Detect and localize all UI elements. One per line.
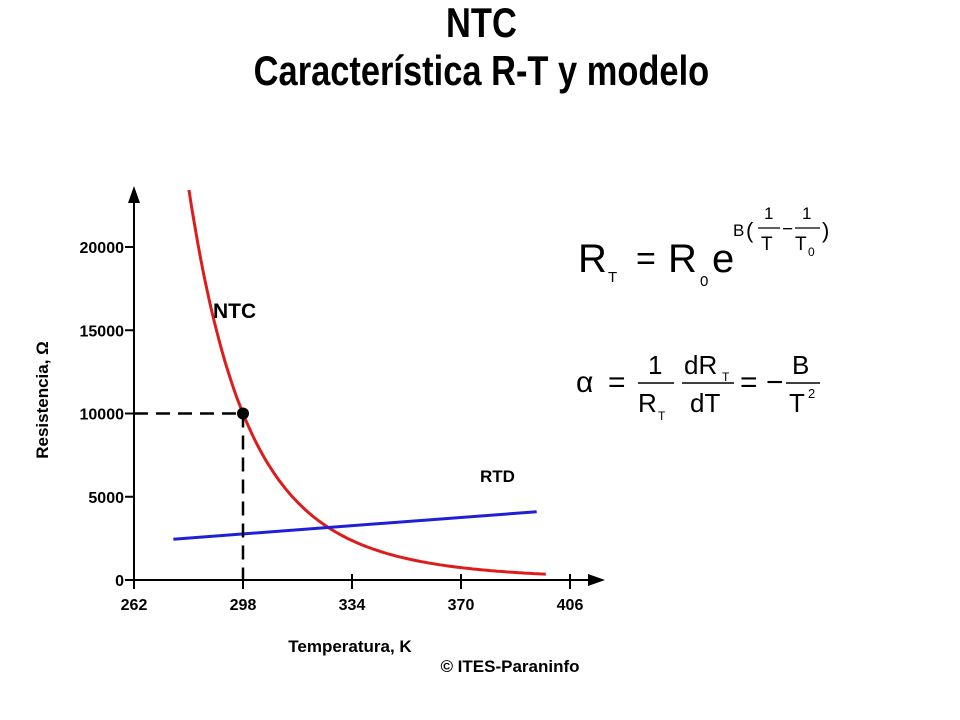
- copyright-text: © ITES-Paraninfo: [440, 657, 579, 676]
- eq1-minus: −: [782, 219, 793, 240]
- eq1-num1: 1: [764, 204, 773, 223]
- eq2-num-dr: dR: [684, 350, 717, 380]
- rt-equation: R T = R 0 e B ( 1 T − 1 T 0 ): [578, 204, 829, 290]
- eq1-den-t: T: [761, 234, 773, 255]
- ticks: 0 5000 10000 15000 20000 262 298 334 370 406: [80, 240, 584, 614]
- y-tick-label-3: 15000: [80, 323, 125, 340]
- y-tick-label-0: 0: [115, 573, 124, 590]
- legend-rtd-label: RTD: [480, 467, 515, 486]
- eq1-den-t0: T: [795, 234, 807, 255]
- eq1-r0: R: [668, 237, 697, 281]
- y-tick-label-4: 20000: [80, 240, 125, 257]
- eq1-paren-close: ): [822, 218, 829, 243]
- eq2-den-t: T: [789, 388, 805, 418]
- x-tick-label-2: 334: [339, 597, 366, 614]
- x-tick-label-0: 262: [121, 597, 148, 614]
- eq2-den-r: R: [638, 388, 657, 418]
- x-tick-label-3: 370: [448, 597, 475, 614]
- eq2-equals-2: =: [740, 366, 758, 399]
- eq2-alpha: α: [576, 366, 593, 399]
- x-tick-label-4: 406: [557, 597, 584, 614]
- rtd-line: [173, 510, 537, 541]
- eq1-e: e: [712, 237, 734, 281]
- eq1-b: B: [733, 221, 744, 240]
- y-tick-label-1: 5000: [88, 490, 124, 507]
- y-axis-label: Resistencia, Ω: [33, 341, 52, 459]
- reference-point: [237, 407, 249, 420]
- y-axis-arrow: [128, 186, 140, 203]
- x-tick-label-1: 298: [230, 597, 257, 614]
- eq2-den-t-sup: 2: [808, 386, 815, 401]
- eq2-num-dr-sub: T: [722, 370, 730, 384]
- eq1-num2: 1: [802, 204, 811, 223]
- axes: [128, 186, 605, 586]
- ntc-curve: [187, 190, 546, 576]
- alpha-equation: α = 1 R T dR T dT = − B T 2: [576, 350, 820, 423]
- eq2-minus: −: [766, 366, 784, 399]
- x-axis-label: Temperatura, K: [288, 637, 412, 656]
- annotation-layer: [134, 407, 249, 580]
- y-tick-label-2: 10000: [80, 407, 125, 424]
- eq2-equals-1: =: [608, 366, 626, 399]
- eq2-den-dt: dT: [690, 388, 720, 418]
- title-line-2: Característica R-T y modelo: [253, 47, 710, 94]
- eq1-r: R: [578, 237, 607, 281]
- eq2-num-1: 1: [648, 350, 662, 380]
- title-line-1: NTC: [446, 0, 517, 46]
- series-layer: [173, 190, 546, 576]
- eq1-den-t0-sub: 0: [808, 245, 815, 259]
- eq1-r0-sub: 0: [700, 273, 708, 290]
- legend-ntc-label: NTC: [213, 300, 256, 323]
- eq1-r-sub: T: [608, 269, 617, 286]
- eq2-num-b: B: [792, 350, 809, 380]
- eq2-den-r-sub: T: [658, 409, 666, 423]
- eq1-paren-open: (: [746, 218, 754, 243]
- eq1-equals: =: [636, 240, 656, 278]
- x-axis-arrow: [588, 574, 605, 586]
